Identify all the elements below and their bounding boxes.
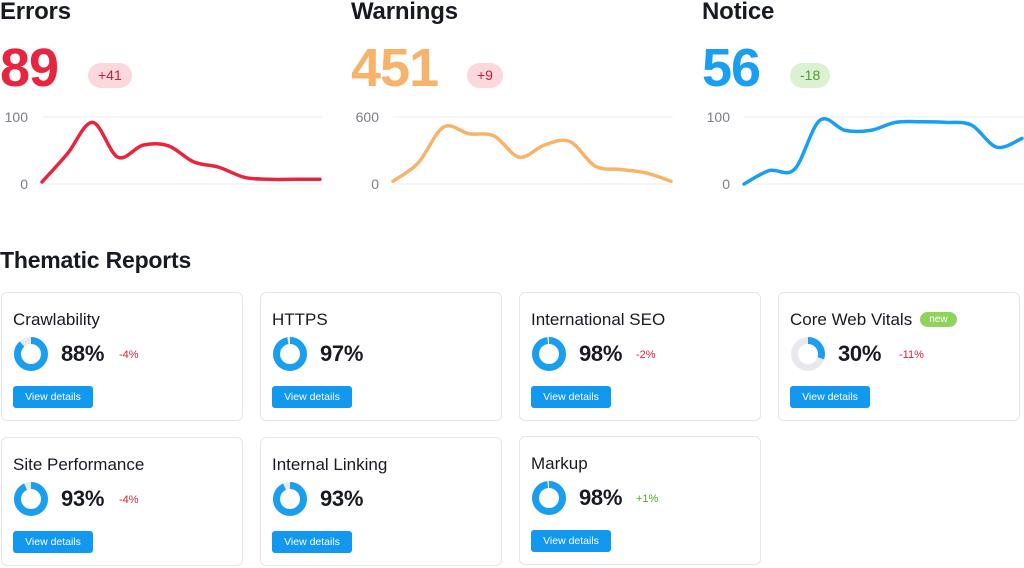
notice-title: Notice <box>702 0 775 25</box>
progress-donut-icon <box>532 337 566 371</box>
warnings-trend-chart: 600 0 <box>356 109 673 192</box>
view-details-button[interactable]: View details <box>531 386 611 408</box>
donut-progress-arc <box>532 337 566 371</box>
report-score-delta: -2% <box>636 349 656 361</box>
y-tick-label: 0 <box>371 176 379 192</box>
report-card-title: Core Web Vitals new <box>790 310 957 330</box>
trend-line <box>40 120 322 184</box>
donut-progress-arc <box>14 482 48 516</box>
trend-line <box>742 117 1024 186</box>
report-card-crawlability: Crawlability 88% -4% View details <box>1 292 243 421</box>
report-card-title-text: Core Web Vitals <box>790 310 913 329</box>
report-card-title: Internal Linking <box>272 455 387 475</box>
report-score: 98% <box>579 341 623 366</box>
y-tick-label: 100 <box>707 109 731 125</box>
report-score-delta: -4% <box>119 349 139 361</box>
report-card-title-text: Internal Linking <box>272 455 388 474</box>
view-details-button[interactable]: View details <box>272 386 352 408</box>
report-card-title: Markup <box>531 454 588 474</box>
y-tick-label: 600 <box>356 109 380 125</box>
donut-progress-arc <box>14 337 48 371</box>
donut-progress-arc <box>273 337 307 371</box>
progress-donut-icon <box>532 481 566 515</box>
report-score-delta: -11% <box>899 349 924 361</box>
view-details-button[interactable]: View details <box>13 386 93 408</box>
view-details-button[interactable]: View details <box>531 530 611 552</box>
warnings-count: 451 <box>351 38 439 98</box>
report-score: 88% <box>61 341 105 366</box>
progress-donut-icon <box>273 482 307 516</box>
report-score: 93% <box>61 486 105 511</box>
progress-donut-icon <box>14 482 48 516</box>
new-badge: new <box>920 312 957 327</box>
report-score: 98% <box>579 485 623 510</box>
errors-delta-badge: +41 <box>88 63 132 88</box>
thematic-reports-heading: Thematic Reports <box>0 247 192 273</box>
report-card-title-text: International SEO <box>531 310 666 329</box>
report-score-delta: +1% <box>636 493 659 505</box>
report-card-title: HTTPS <box>272 310 328 330</box>
donut-progress-arc <box>791 337 825 371</box>
errors-trend-chart: 100 0 <box>5 109 322 192</box>
errors-count: 89 <box>0 38 59 98</box>
report-card-title: Site Performance <box>13 455 144 475</box>
donut-progress-arc <box>273 482 307 516</box>
report-card-international-seo: International SEO 98% -2% View details <box>519 292 761 421</box>
report-score-delta: -4% <box>119 494 139 506</box>
report-card-title-text: Markup <box>531 454 588 473</box>
report-card-site-performance: Site Performance 93% -4% View details <box>1 437 243 566</box>
report-card-title-text: Crawlability <box>13 310 100 329</box>
report-card-title-text: HTTPS <box>272 310 328 329</box>
warnings-title: Warnings <box>351 0 458 25</box>
errors-title: Errors <box>0 0 71 25</box>
notice-count: 56 <box>702 38 761 98</box>
notice-delta-badge: -18 <box>790 63 831 88</box>
progress-donut-icon <box>14 337 48 371</box>
report-card-title: International SEO <box>531 310 665 330</box>
report-score: 93% <box>320 486 364 511</box>
report-card-title: Crawlability <box>13 310 100 330</box>
view-details-button[interactable]: View details <box>13 531 93 553</box>
report-score: 97% <box>320 341 364 366</box>
report-card-core-web-vitals: Core Web Vitals new 30% -11% View details <box>778 292 1020 421</box>
y-tick-label: 0 <box>722 176 730 192</box>
donut-progress-arc <box>532 481 566 515</box>
y-tick-label: 0 <box>20 176 28 192</box>
view-details-button[interactable]: View details <box>790 386 870 408</box>
report-card-markup: Markup 98% +1% View details <box>519 436 761 565</box>
report-score: 30% <box>838 341 882 366</box>
report-card-https: HTTPS 97% View details <box>260 292 502 421</box>
notice-trend-chart: 100 0 <box>707 109 1024 192</box>
view-details-button[interactable]: View details <box>272 531 352 553</box>
y-tick-label: 100 <box>5 109 29 125</box>
progress-donut-icon <box>273 337 307 371</box>
report-card-title-text: Site Performance <box>13 455 145 474</box>
progress-donut-icon <box>791 337 825 371</box>
report-card-internal-linking: Internal Linking 93% View details <box>260 437 502 566</box>
trend-line <box>391 124 673 183</box>
warnings-delta-badge: +9 <box>467 63 503 88</box>
